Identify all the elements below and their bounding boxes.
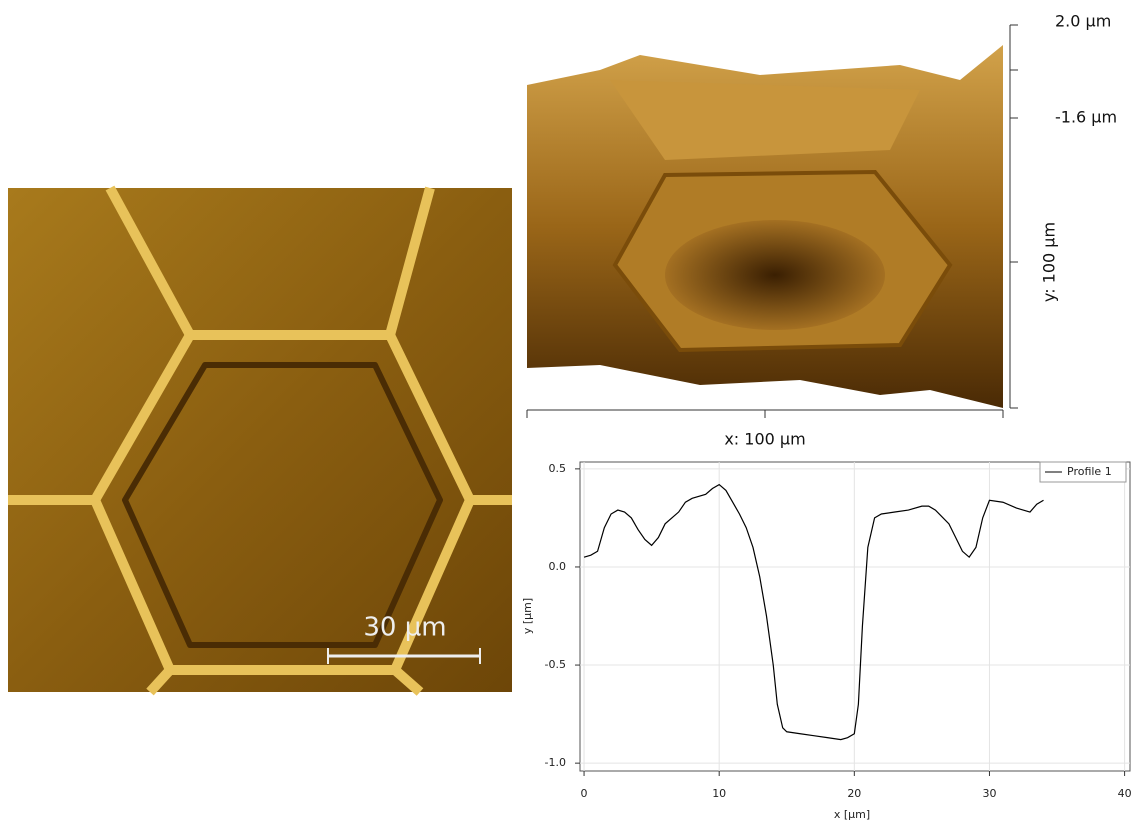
x-tick-label: 20 xyxy=(847,787,861,800)
profile-chart: x [µm] y [µm] 0 10 20 30 40 0.5 0.0 -0.5 -1.0 Pro… xyxy=(521,462,1132,821)
afm-image: 30 µm xyxy=(8,188,512,692)
surface-pit xyxy=(665,220,885,330)
surface-3d: 2.0 µm -1.6 µm y: 100 µm x: 100 µm xyxy=(527,12,1117,449)
x-tick-label: 0 xyxy=(581,787,588,800)
figure: 30 µm 2.0 µm -1.6 µm y: 100 µm x: 100 µm… xyxy=(0,0,1135,825)
x-tick-label: 30 xyxy=(982,787,996,800)
y-axis-label-3d: y: 100 µm xyxy=(1040,222,1059,302)
z-max-label: 2.0 µm xyxy=(1055,12,1111,31)
page: 30 µm 2.0 µm -1.6 µm y: 100 µm x: 100 µm… xyxy=(0,0,1135,825)
x-axis-label-3d: x: 100 µm xyxy=(724,430,805,449)
x-tick-label: 10 xyxy=(712,787,726,800)
y-tick-label: 0.5 xyxy=(549,462,567,475)
z-min-label: -1.6 µm xyxy=(1055,108,1117,127)
y-tick-label: -1.0 xyxy=(545,756,566,769)
y-tick-label: 0.0 xyxy=(549,560,567,573)
x-axis-title: x [µm] xyxy=(834,808,870,821)
scale-bar-label: 30 µm xyxy=(363,613,446,643)
y-axis-title: y [µm] xyxy=(521,598,534,634)
legend-label: Profile 1 xyxy=(1067,465,1112,478)
x-tick-label: 40 xyxy=(1118,787,1132,800)
y-tick-label: -0.5 xyxy=(545,658,566,671)
